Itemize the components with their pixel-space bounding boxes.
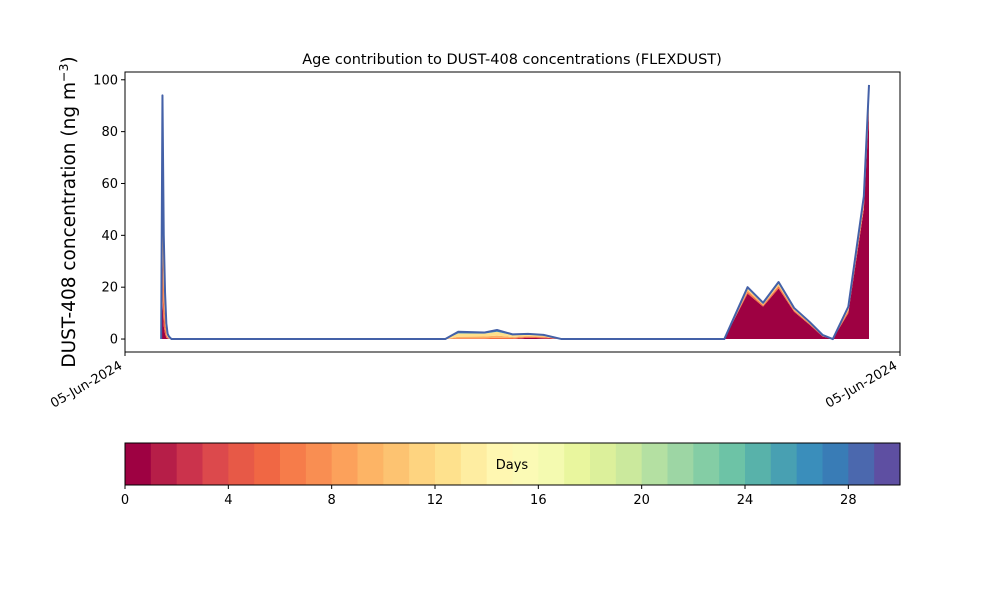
y-axis-label: DUST-408 concentration (ng m−3) [56,56,80,367]
colorbar-segment-26 [796,443,824,485]
x-tick-label-1: 05-Jun-2024 [823,358,900,411]
y-tick-label-0: 0 [110,333,118,348]
y-axis-label-main: DUST-408 concentration (ng m [59,82,80,368]
colorbar-segment-19 [615,443,643,485]
colorbar-segment-29 [874,443,901,485]
y-axis-label-close: ) [59,56,80,63]
colorbar-segment-17 [564,443,591,485]
area-series-0 [161,113,870,340]
colorbar-segment-9 [357,443,384,485]
colorbar-segment-11 [409,443,436,485]
colorbar-tick-label-28: 28 [840,493,857,508]
colorbar-segment-25 [770,443,798,485]
colorbar: 0 4 8 12 16 20 24 28 [121,442,901,508]
colorbar-tick-label-24: 24 [737,493,754,508]
colorbar-segment-22 [693,443,720,485]
colorbar-tick-label-0: 0 [121,493,129,508]
colorbar-segment-5 [254,443,281,485]
colorbar-segment-0 [125,443,152,485]
colorbar-segment-24 [745,443,772,485]
colorbar-segment-20 [641,443,669,485]
y-tick-label-100: 100 [93,73,118,88]
plot-area [160,84,870,341]
colorbar-segment-10 [383,443,410,485]
colorbar-frame [124,442,901,486]
colorbar-tick-label-20: 20 [633,493,650,508]
chart-title: Age contribution to DUST-408 concentrati… [302,52,722,68]
colorbar-tick-label-4: 4 [224,493,232,508]
plot-frame [124,71,901,353]
colorbar-segment-3 [202,443,229,485]
colorbar-tick-label-8: 8 [328,493,336,508]
colorbar-segment-14 [486,443,514,485]
colorbar-segment-13 [460,443,488,485]
colorbar-segment-1 [150,443,178,485]
total-line [160,84,870,341]
colorbar-segment-15 [512,443,539,485]
y-tick-label-60: 60 [101,177,118,192]
colorbar-segment-6 [280,443,307,485]
colorbar-segment-21 [667,443,694,485]
colorbar-segment-7 [305,443,333,485]
colorbar-segment-23 [719,443,746,485]
colorbar-segment-16 [538,443,565,485]
colorbar-segment-27 [822,443,849,485]
y-tick-label-80: 80 [101,125,118,140]
colorbar-segment-28 [848,443,875,485]
colorbar-segment-18 [590,443,617,485]
colorbar-label: Days [496,458,529,473]
colorbar-segment-8 [331,443,359,485]
colorbar-segment-2 [176,443,204,485]
area-series-4 [161,84,870,340]
colorbar-segment-12 [435,443,462,485]
y-tick-label-20: 20 [101,281,118,296]
colorbar-segment-4 [228,443,255,485]
colorbar-tick-label-16: 16 [530,493,547,508]
colorbar-tick-label-12: 12 [427,493,444,508]
y-axis-label-superscript: −3 [56,64,71,82]
y-tick-label-40: 40 [101,229,118,244]
